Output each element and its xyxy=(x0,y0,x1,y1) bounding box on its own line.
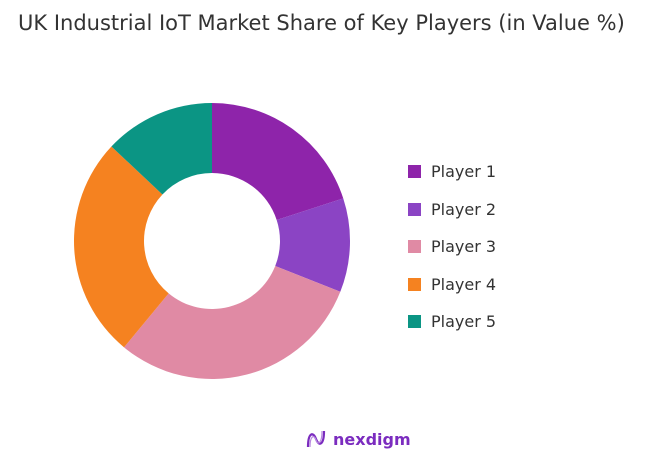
legend: Player 1 Player 2 Player 3 Player 4 Player 5 xyxy=(408,153,496,341)
legend-label: Player 3 xyxy=(431,237,497,257)
nexdigm-logo-icon xyxy=(306,430,326,448)
slice-player-1 xyxy=(212,103,344,220)
legend-item: Player 1 xyxy=(408,153,496,191)
legend-swatch xyxy=(408,277,421,291)
slice-player-3 xyxy=(124,266,341,380)
legend-label: Player 2 xyxy=(431,199,497,219)
nexdigm-logo: nexdigm xyxy=(305,428,411,450)
legend-label: Player 5 xyxy=(431,312,497,332)
slice-player-5 xyxy=(111,103,212,195)
logo-text: nexdigm xyxy=(333,429,411,449)
legend-label: Player 4 xyxy=(431,274,497,294)
legend-item: Player 3 xyxy=(408,228,496,266)
legend-swatch xyxy=(408,240,421,254)
slice-player-2 xyxy=(275,198,350,292)
legend-item: Player 4 xyxy=(408,266,496,304)
legend-item: Player 5 xyxy=(408,303,496,341)
legend-swatch xyxy=(408,202,421,216)
legend-swatch xyxy=(408,165,421,179)
legend-label: Player 1 xyxy=(431,162,497,182)
legend-swatch xyxy=(408,315,421,329)
legend-item: Player 2 xyxy=(408,191,496,229)
chart-title: UK Industrial IoT Market Share of Key Pl… xyxy=(18,11,625,35)
slice-player-4 xyxy=(73,146,169,348)
